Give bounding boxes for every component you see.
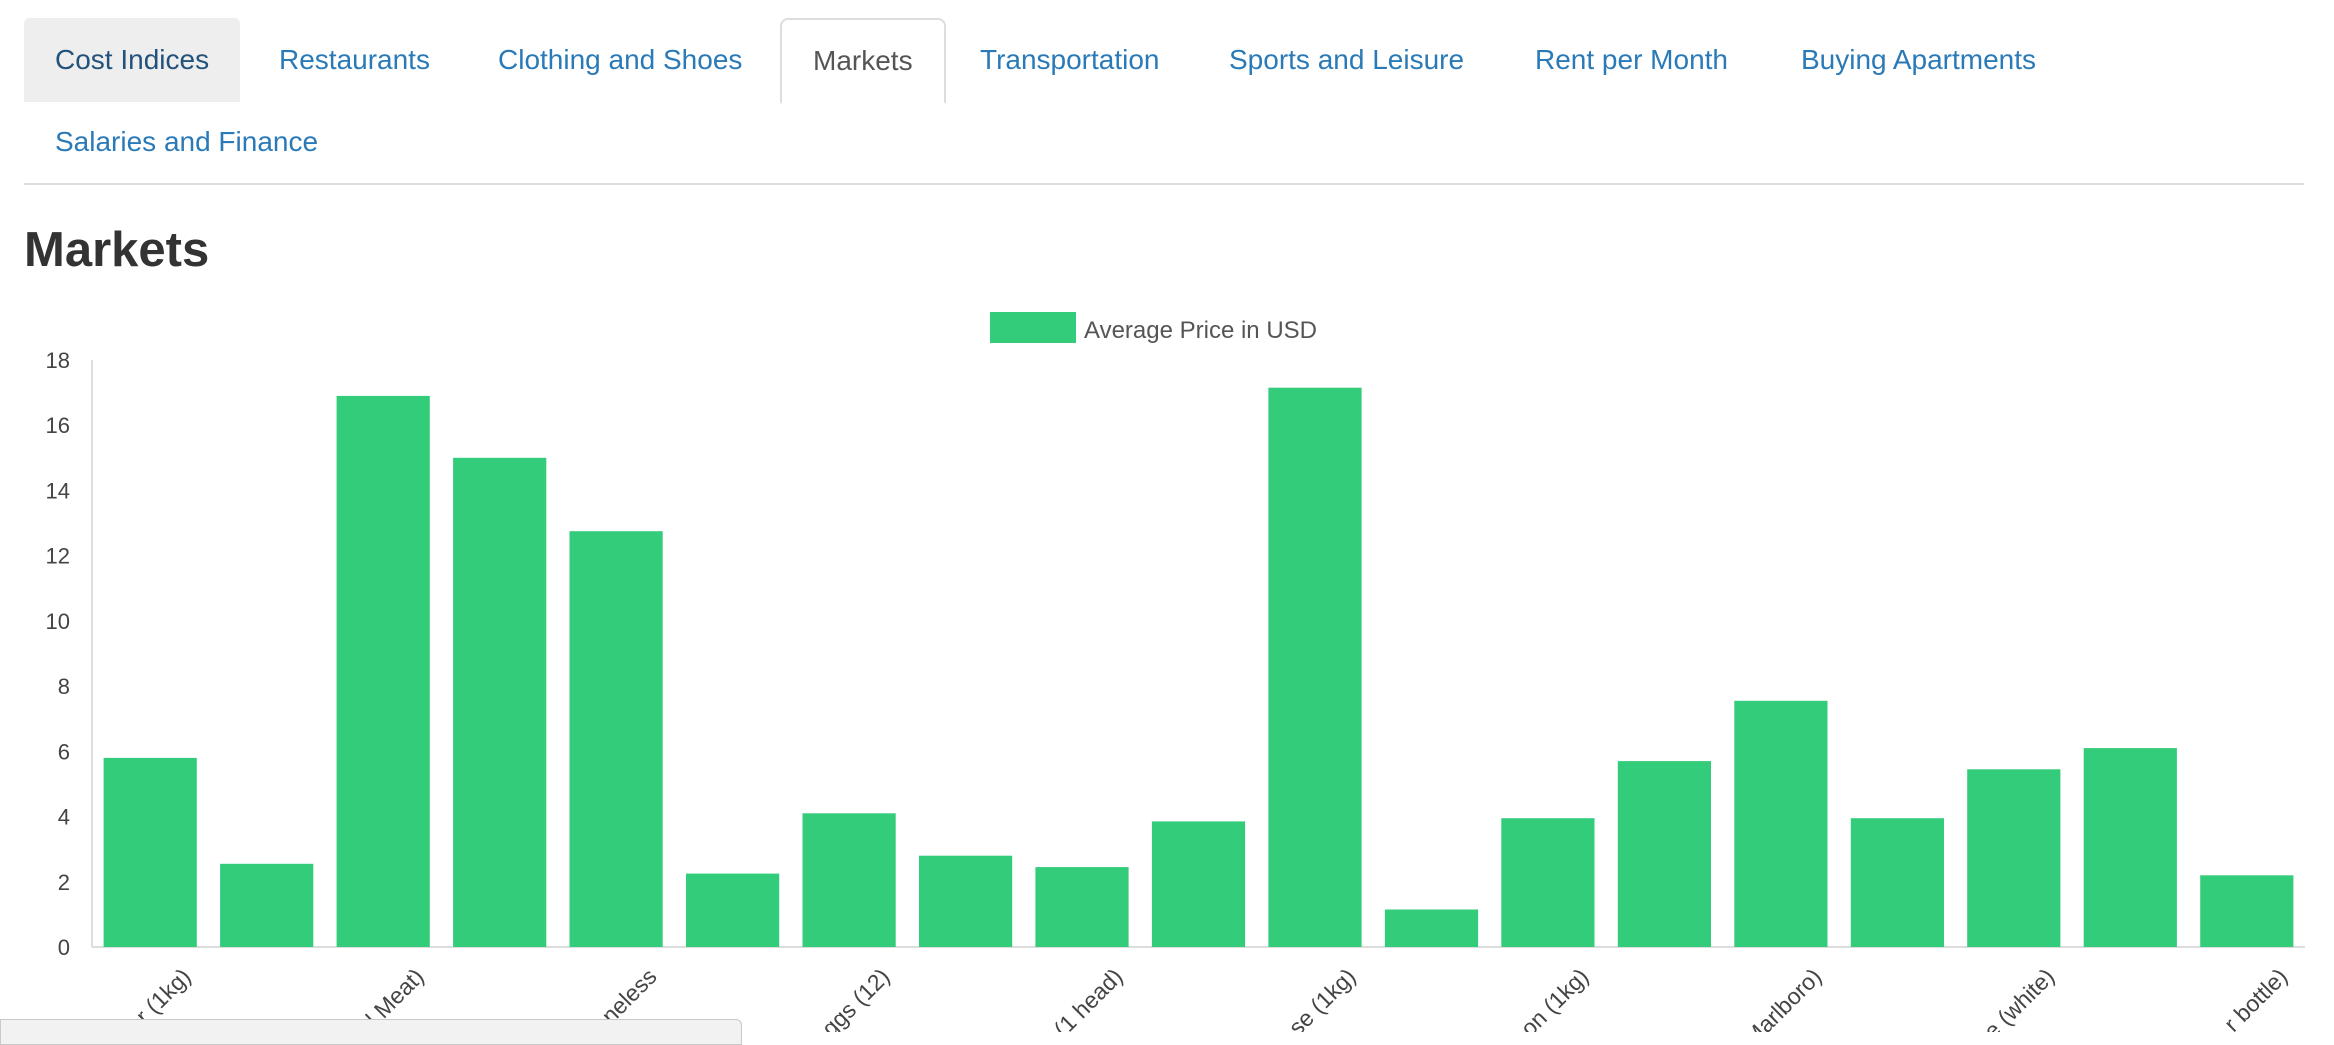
tab-buying-apartments[interactable]: Buying Apartments	[1801, 44, 2037, 75]
x-tick-label: ggs (12)	[817, 963, 895, 1032]
y-tick-label: 6	[58, 739, 70, 764]
bar[interactable]	[1384, 909, 1479, 948]
bar[interactable]	[686, 873, 780, 947]
legend-swatch	[990, 312, 1076, 343]
bar[interactable]	[336, 395, 430, 947]
bar[interactable]	[802, 813, 896, 947]
x-tick-label: Marlboro)	[1738, 963, 1826, 1032]
y-axis: 0 2 4 6 8 10 12 14 16 18	[46, 348, 70, 960]
bar[interactable]	[1967, 769, 2061, 947]
bar[interactable]	[569, 531, 663, 947]
bar[interactable]	[1850, 818, 1944, 947]
bars	[103, 387, 2294, 948]
tab-bar: Cost Indices Restaurants Clothing and Sh…	[24, 18, 2304, 185]
bar[interactable]	[1035, 867, 1129, 947]
x-tick-label: e (white)	[1979, 963, 2060, 1032]
tab-rent-per-month[interactable]: Rent per Month	[1535, 44, 1728, 75]
bar[interactable]	[1734, 700, 1828, 947]
tab-cost-indices[interactable]: Cost Indices	[24, 18, 241, 102]
y-tick-label: 10	[46, 609, 70, 634]
tab-restaurants[interactable]: Restaurants	[279, 44, 430, 75]
x-tick-label: on (1kg)	[1515, 963, 1593, 1032]
y-tick-label: 16	[46, 413, 70, 438]
x-tick-label: se (1kg)	[1283, 963, 1360, 1032]
bar[interactable]	[2200, 875, 2294, 947]
bar[interactable]	[1501, 818, 1595, 947]
y-tick-label: 8	[58, 674, 70, 699]
bar[interactable]	[1617, 761, 1711, 947]
y-tick-label: 4	[58, 805, 70, 830]
browser-status-bar	[0, 1019, 742, 1045]
bar[interactable]	[919, 855, 1013, 947]
page-title: Markets	[24, 223, 210, 277]
y-tick-label: 18	[46, 348, 70, 373]
tab-salaries-and-finance[interactable]: Salaries and Finance	[55, 126, 319, 157]
bar[interactable]	[2083, 748, 2177, 947]
bar[interactable]	[453, 457, 547, 947]
tab-transportation[interactable]: Transportation	[980, 44, 1160, 75]
y-tick-label: 14	[46, 478, 70, 503]
y-tick-label: 2	[58, 870, 70, 895]
y-tick-label: 0	[58, 935, 70, 960]
legend-label: Average Price in USD	[1084, 317, 1317, 344]
bar[interactable]	[1268, 387, 1362, 947]
bar[interactable]	[1151, 821, 1246, 947]
bar[interactable]	[220, 863, 314, 947]
tab-markets[interactable]: Markets	[780, 18, 946, 104]
y-tick-label: 12	[46, 544, 70, 569]
tab-clothing-and-shoes[interactable]: Clothing and Shoes	[498, 44, 743, 75]
bar[interactable]	[103, 757, 197, 947]
x-tick-label: r bottle)	[2219, 963, 2293, 1032]
chart-legend[interactable]: Average Price in USD	[990, 312, 1317, 344]
tab-sports-and-leisure[interactable]: Sports and Leisure	[1229, 44, 1465, 75]
x-tick-label: (1 head)	[1049, 963, 1128, 1032]
